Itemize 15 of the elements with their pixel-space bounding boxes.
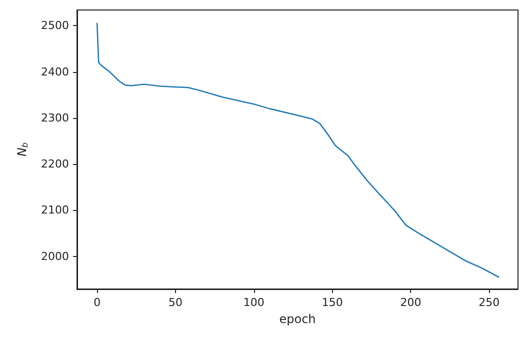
- y-tick-label: 2100: [41, 204, 69, 217]
- y-tick-label: 2400: [41, 65, 69, 78]
- y-tick-label: 2300: [41, 111, 69, 124]
- x-tick-label: 150: [322, 296, 343, 309]
- y-tick-label: 2500: [41, 19, 69, 32]
- x-axis-title: epoch: [279, 312, 316, 326]
- y-tick-label: 2200: [41, 158, 69, 171]
- x-tick-label: 200: [400, 296, 422, 309]
- x-tick-label: 250: [478, 296, 500, 309]
- y-axis-title: Nb: [15, 142, 30, 157]
- x-tick-label: 100: [243, 296, 264, 309]
- x-tick-label: 50: [168, 296, 182, 309]
- line-series: [96, 22, 500, 278]
- x-tick-label: 0: [94, 296, 101, 309]
- y-tick-label: 2000: [41, 250, 69, 263]
